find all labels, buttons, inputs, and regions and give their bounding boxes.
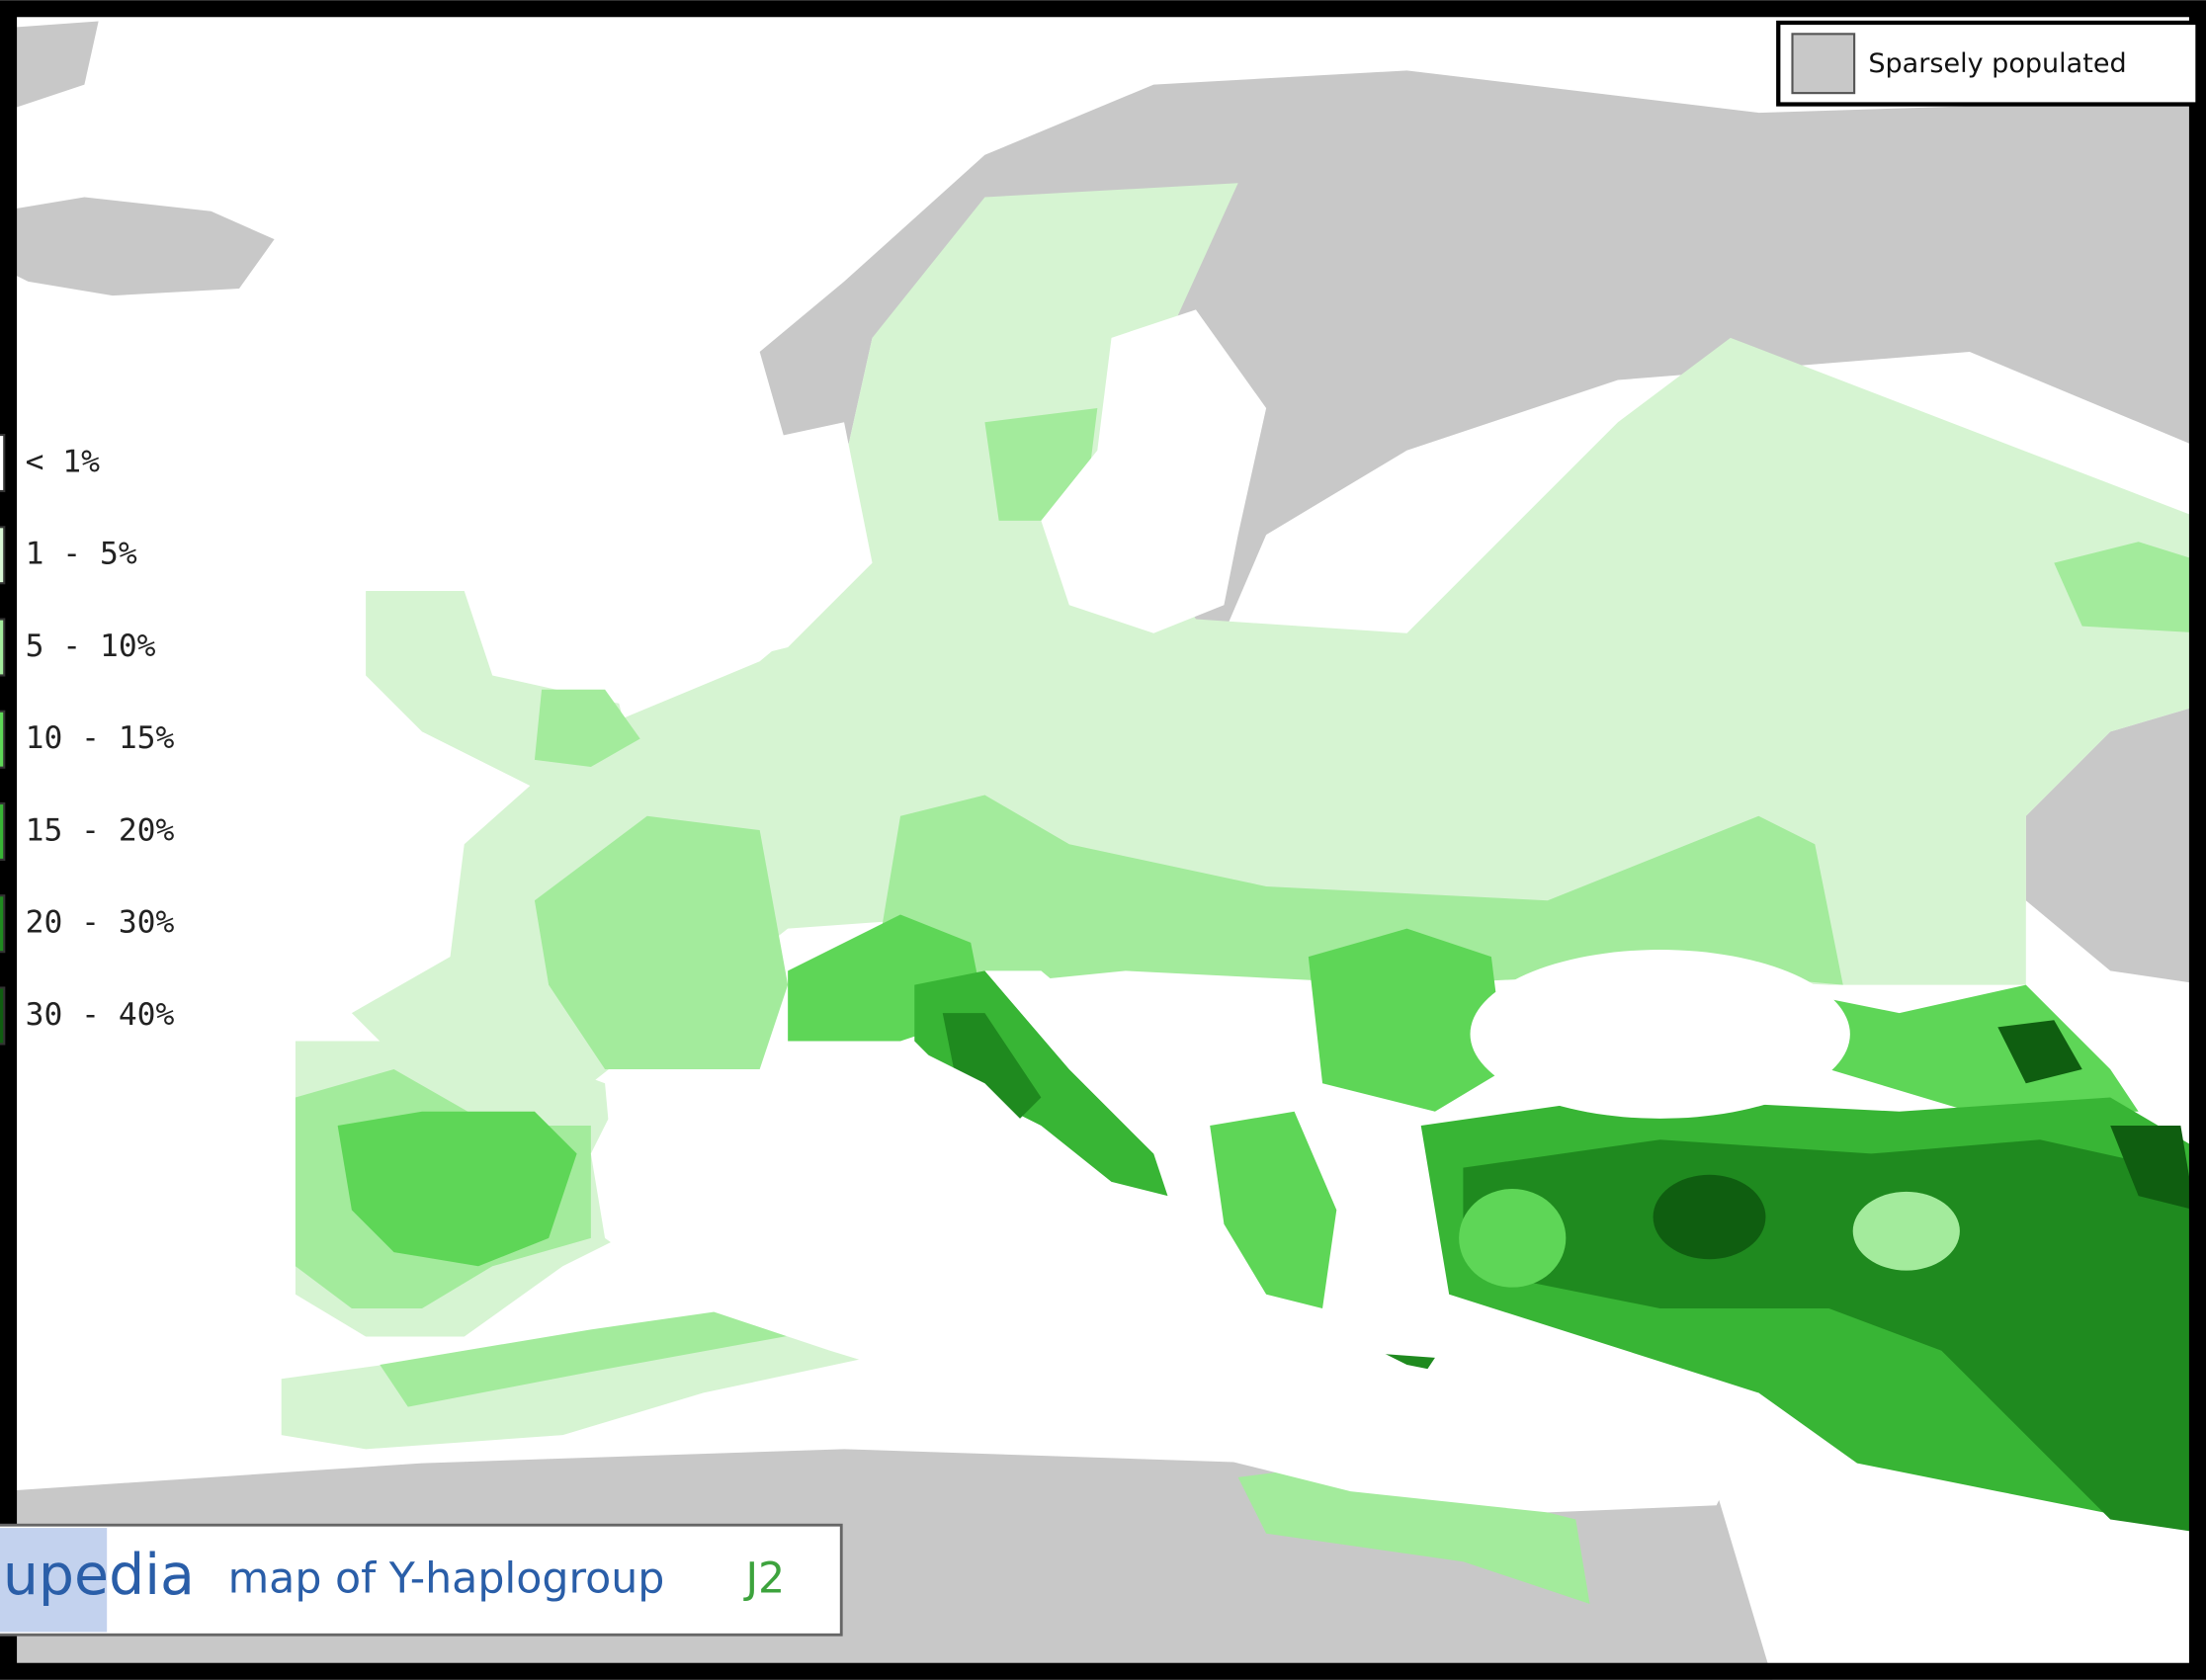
region [942,1013,1042,1126]
legend-label: 20 - 30% [26,905,175,941]
legend-swatch [0,618,6,677]
legend-label: 30 - 40% [26,997,175,1033]
baltic [1041,309,1267,633]
adriatic [984,970,1196,1154]
title-text: map of Y-haplogroup [228,1554,665,1604]
sparse-swatch [1791,33,1856,95]
land-sparse [2025,703,2206,985]
legend-swatch [0,433,6,493]
title-box: upedia map of Y-haplogroup J2 [0,1523,843,1637]
legend-label: 10 - 15% [26,720,175,756]
region [1210,1111,1337,1309]
region [337,1111,577,1267]
seas [0,309,1850,1513]
legend-swatch [0,526,6,585]
legend: < 1% 1 - 5% 5 - 10% 10 - 15% 15 - 20% 20 - 30… [0,433,175,1046]
title-haplogroup: J2 [742,1554,785,1604]
logo [0,1528,108,1633]
black-sea [1470,950,1850,1119]
atlantic [0,309,451,1407]
sparse-label: Sparsely populated [1868,48,2126,79]
region [1758,984,2139,1112]
region [1459,1189,1567,1288]
legend-label: 5 - 10% [26,629,156,664]
region [2110,1125,2195,1211]
region [872,795,1843,985]
mediterranean [590,1041,1759,1513]
region [2054,542,2206,633]
legend-swatch [0,801,6,861]
region [1653,1174,1766,1260]
sparse-legend: Sparsely populated [1776,20,2200,107]
region [1997,1020,2082,1084]
north-sea [633,422,873,676]
watermark: © Eupedia.com [964,1374,1364,1433]
title-frame [0,1523,843,1637]
region [1463,1139,2206,1534]
legend-label: 1 - 5% [26,537,137,572]
legend-label: 15 - 20% [26,812,175,848]
land-sparse [0,197,275,296]
regions [0,21,2206,1680]
region [1308,928,1506,1112]
legend-swatch [0,894,6,954]
region [534,689,640,767]
legend-swatch [0,710,6,769]
title-brand: upedia [3,1543,195,1608]
legend-label: < 1% [26,445,101,480]
legend-swatch [0,986,6,1046]
land-sparse [0,21,99,114]
region [1237,1463,1590,1604]
region [1852,1191,1960,1271]
region [534,815,789,1070]
